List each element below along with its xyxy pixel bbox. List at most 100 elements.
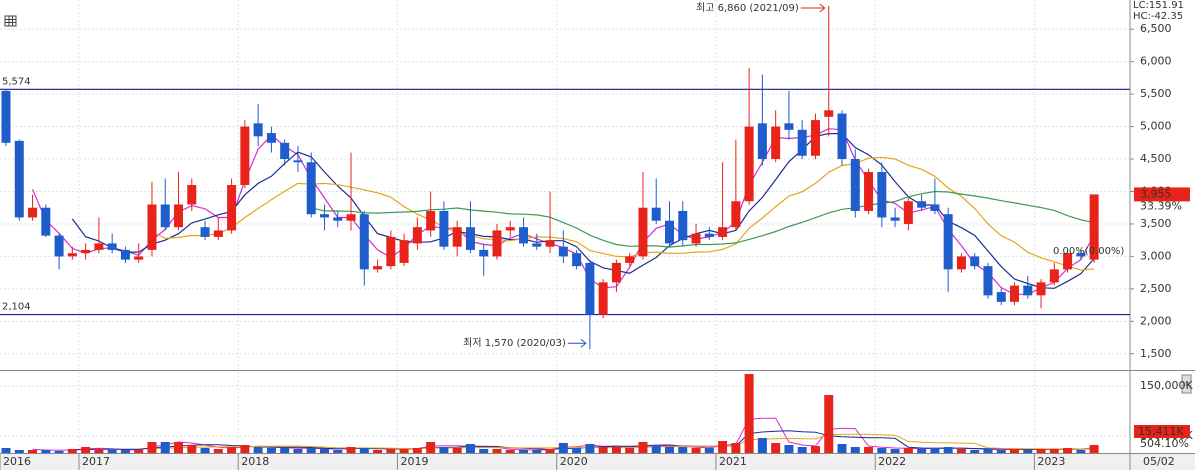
volume-bar bbox=[94, 449, 104, 453]
volume-bar bbox=[970, 450, 980, 453]
volume-bar bbox=[797, 447, 807, 453]
volume-bar bbox=[107, 450, 117, 453]
candle-body bbox=[14, 140, 24, 218]
volume-bar bbox=[1036, 449, 1046, 453]
volume-bar bbox=[412, 448, 422, 453]
candle-body bbox=[757, 123, 767, 160]
volume-bar bbox=[373, 450, 383, 453]
volume-bar bbox=[638, 442, 648, 453]
volume-bar bbox=[479, 449, 489, 453]
x-tick-label: 2020 bbox=[560, 455, 588, 468]
volume-bar bbox=[187, 445, 197, 453]
x-tick-label: 2017 bbox=[82, 455, 110, 468]
volume-bar bbox=[426, 442, 436, 453]
volume-bar bbox=[240, 445, 250, 453]
candle-body bbox=[67, 253, 77, 257]
y-tick-label: 4,500 bbox=[1140, 152, 1172, 165]
volume-bar bbox=[134, 450, 144, 453]
y-tick-label: 6,500 bbox=[1140, 22, 1172, 35]
candle-body bbox=[1036, 282, 1046, 296]
candle-body bbox=[465, 227, 475, 250]
candle-body bbox=[439, 210, 449, 247]
volume-badge-box bbox=[1134, 425, 1190, 438]
volume-bar bbox=[890, 449, 900, 453]
candle-body bbox=[850, 159, 860, 211]
volume-bar bbox=[558, 443, 568, 453]
candle-body bbox=[333, 217, 343, 221]
y-tick-label: 3,500 bbox=[1140, 217, 1172, 230]
candle-body bbox=[1023, 285, 1033, 296]
candle-body bbox=[558, 246, 568, 257]
volume-bar bbox=[200, 448, 210, 453]
volume-bar bbox=[399, 449, 409, 453]
candle-body bbox=[970, 256, 980, 267]
candle-body bbox=[638, 207, 648, 257]
candle-body bbox=[572, 253, 582, 267]
candle-body bbox=[492, 230, 502, 257]
volume-bar bbox=[266, 448, 276, 453]
volume-badge: 15,411K bbox=[1138, 425, 1184, 438]
candle-body bbox=[704, 233, 714, 237]
candle-body bbox=[890, 217, 900, 221]
candle-body bbox=[678, 210, 688, 241]
volume-change: 504.10% bbox=[1140, 437, 1189, 450]
scroll-button[interactable] bbox=[1181, 374, 1192, 384]
volume-bar bbox=[28, 450, 38, 453]
volume-bar bbox=[280, 448, 290, 453]
candle-body bbox=[930, 204, 940, 211]
y-tick-label: 5,000 bbox=[1140, 120, 1172, 133]
candle-body bbox=[505, 227, 515, 231]
lc-label: LC:151.91 bbox=[1133, 0, 1184, 11]
candle-body bbox=[107, 243, 117, 250]
grid-icon[interactable] bbox=[4, 15, 17, 27]
volume-average bbox=[151, 433, 1095, 450]
candle-body bbox=[651, 207, 661, 221]
candle-body bbox=[1049, 269, 1059, 283]
candle-body bbox=[213, 230, 223, 237]
volume-bar bbox=[545, 449, 555, 453]
reference-label: 2,104 bbox=[2, 302, 31, 313]
change-label: 33.39% bbox=[1140, 199, 1182, 212]
candle-body bbox=[359, 214, 369, 270]
candle-body bbox=[253, 123, 263, 137]
volume-bar bbox=[386, 449, 396, 453]
y-tick-label: 2,000 bbox=[1140, 314, 1172, 327]
candle-body bbox=[665, 220, 674, 244]
y-tick-label: 5,500 bbox=[1140, 87, 1172, 100]
volume-bar bbox=[492, 449, 502, 453]
x-tick-label: 2016 bbox=[3, 455, 31, 468]
volume-bar bbox=[120, 450, 130, 453]
volume-bar bbox=[956, 449, 966, 453]
price-badge bbox=[1134, 187, 1190, 202]
volume-bar bbox=[319, 449, 329, 453]
candle-body bbox=[54, 235, 64, 257]
candle-body bbox=[837, 113, 847, 160]
volume-bar bbox=[1063, 448, 1073, 453]
candle-body bbox=[877, 172, 887, 218]
candle-body bbox=[519, 227, 529, 244]
volume-bar bbox=[943, 447, 953, 453]
x-tick-label: 05/02 bbox=[1143, 455, 1175, 468]
volume-bar bbox=[293, 449, 303, 453]
volume-bar bbox=[625, 448, 635, 453]
volume-bar bbox=[864, 447, 874, 453]
volume-bar bbox=[572, 448, 582, 453]
candle-body bbox=[917, 201, 927, 208]
annotation-arrow bbox=[567, 338, 587, 348]
candle-body bbox=[1076, 253, 1086, 257]
x-tick-label: 2019 bbox=[400, 455, 428, 468]
volume-bar bbox=[704, 448, 714, 453]
annotation-arrow bbox=[800, 3, 826, 13]
scroll-button[interactable] bbox=[1181, 384, 1192, 394]
volume-bar bbox=[810, 446, 820, 453]
candle-body bbox=[120, 249, 130, 260]
volume-bar bbox=[850, 447, 860, 453]
y-tick-label: 6,000 bbox=[1140, 55, 1172, 68]
volume-bar bbox=[306, 448, 316, 453]
candle-body bbox=[691, 233, 701, 244]
volume-bar bbox=[227, 447, 237, 453]
candle-body bbox=[598, 282, 608, 315]
candle-body bbox=[864, 172, 874, 211]
